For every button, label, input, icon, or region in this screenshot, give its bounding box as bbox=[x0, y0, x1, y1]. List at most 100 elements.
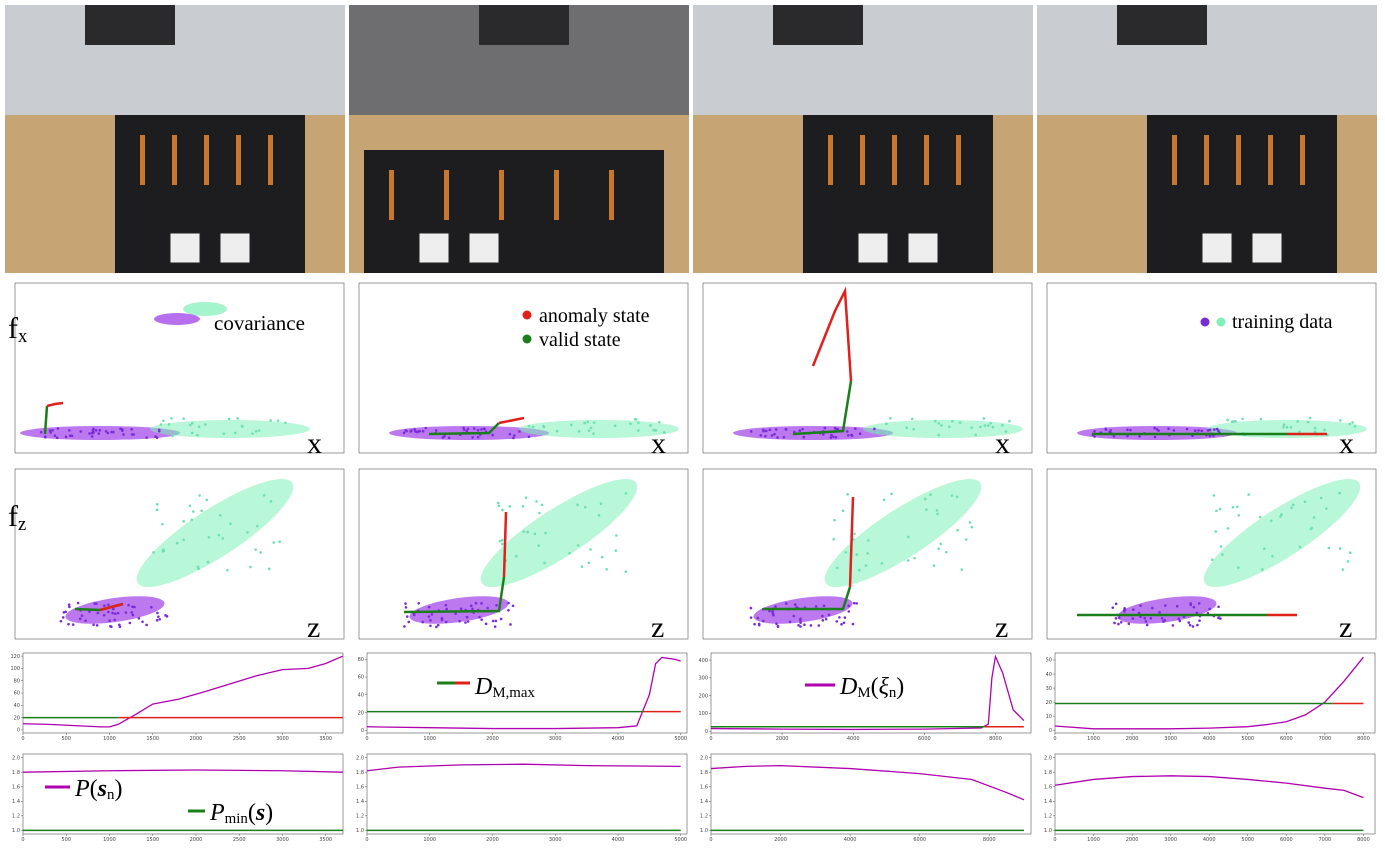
scatter-dot bbox=[1306, 420, 1310, 424]
scatter-dot bbox=[1197, 429, 1200, 432]
photo-gripper bbox=[479, 5, 569, 45]
scatter-dot bbox=[845, 430, 849, 433]
y-tick-label: 1.2 bbox=[12, 814, 20, 820]
scatter-dot bbox=[182, 538, 185, 542]
scatter-dot bbox=[851, 622, 855, 626]
scatter-dot bbox=[615, 534, 618, 537]
axis-letter: z bbox=[651, 611, 664, 644]
scatter-dot bbox=[589, 426, 593, 430]
trajectory-anomaly bbox=[811, 286, 853, 382]
scatter-dot bbox=[749, 606, 753, 610]
scatter-dot bbox=[530, 430, 533, 434]
scatter-dot bbox=[537, 544, 540, 547]
scatter-dot bbox=[1145, 623, 1149, 627]
plot-frame bbox=[22, 652, 344, 734]
photo-marker bbox=[219, 232, 251, 264]
scatter-dot bbox=[491, 619, 495, 623]
legend-swatch bbox=[183, 302, 227, 316]
scatter-dot bbox=[415, 430, 419, 434]
scatter-dot bbox=[775, 622, 778, 626]
scatter-dot bbox=[970, 426, 973, 429]
scatter-dot bbox=[512, 436, 515, 440]
scatter-dot bbox=[256, 524, 259, 528]
scatter-dot bbox=[833, 518, 836, 522]
scatter-dot bbox=[844, 551, 848, 554]
scatter-dot bbox=[102, 613, 106, 617]
scatter-dot bbox=[1292, 503, 1295, 507]
scatter-dot bbox=[637, 421, 640, 424]
scatter-dot bbox=[1219, 617, 1222, 620]
math-part: f bbox=[8, 312, 18, 345]
scatter-dot bbox=[71, 623, 75, 626]
y-tick-label: 1.2 bbox=[700, 814, 708, 820]
legend-label: P(sn) bbox=[74, 776, 122, 803]
scatter-dot bbox=[486, 606, 489, 610]
scatter-dot bbox=[198, 494, 201, 497]
scatter-dot bbox=[832, 435, 835, 439]
scatter-dot bbox=[1325, 507, 1328, 510]
scatter-dot bbox=[412, 613, 416, 617]
x-tick-label: 0 bbox=[21, 837, 24, 843]
scatter-dot bbox=[95, 624, 99, 627]
x-tick-label: 1500 bbox=[146, 837, 159, 843]
scatter-dot bbox=[511, 604, 515, 608]
scatter-dot bbox=[774, 605, 777, 608]
axis-letter: z bbox=[1339, 611, 1352, 644]
scatter-dot bbox=[76, 601, 80, 605]
scatter-dot bbox=[587, 429, 591, 432]
photo-peg bbox=[172, 135, 177, 185]
scatter-dot bbox=[471, 607, 474, 611]
scatter-dot bbox=[1351, 421, 1354, 424]
scatter-dot bbox=[494, 619, 498, 623]
scatter-dot bbox=[51, 428, 54, 432]
x-tick-label: 4000 bbox=[612, 736, 625, 742]
scatter-dot bbox=[229, 522, 232, 526]
scatter-dot bbox=[788, 620, 792, 624]
y-tick-label: 1.8 bbox=[356, 770, 364, 776]
x-tick-label: 4000 bbox=[612, 837, 625, 843]
y-tick-label: 1.2 bbox=[356, 814, 364, 820]
x-tick-label: 3500 bbox=[319, 837, 332, 843]
scatter-dot bbox=[1004, 430, 1008, 433]
scatter-dot bbox=[80, 614, 84, 617]
scatter-dot bbox=[1303, 500, 1307, 503]
scatter-dot bbox=[176, 430, 179, 434]
scatter-dot bbox=[527, 435, 531, 439]
photo-crate bbox=[1147, 115, 1337, 273]
y-tick-label: 1.4 bbox=[356, 799, 364, 805]
scatter-dot bbox=[522, 530, 526, 533]
scatter-dot bbox=[979, 425, 982, 429]
scatter-dot bbox=[1137, 611, 1141, 615]
photo-gripper bbox=[85, 5, 175, 45]
scatter-dot bbox=[67, 622, 70, 626]
row-label: fz bbox=[8, 500, 26, 535]
x-tick-label: 2000 bbox=[486, 837, 499, 843]
scatter-dot bbox=[1200, 429, 1204, 433]
scatter-dot bbox=[188, 504, 192, 508]
y-tick-label: 1.0 bbox=[1044, 828, 1052, 834]
y-tick-label: 400 bbox=[698, 658, 708, 664]
scatter-dot bbox=[864, 564, 868, 567]
x-tick-label: 3000 bbox=[1164, 736, 1177, 742]
scatter-dot bbox=[753, 622, 756, 626]
scatter-dot bbox=[1327, 546, 1331, 550]
y-tick-label: 2.0 bbox=[356, 755, 364, 761]
scatter-dot bbox=[1217, 429, 1220, 433]
x-tick-label: 3000 bbox=[549, 736, 562, 742]
scatter-dot bbox=[130, 433, 134, 436]
x-tick-label: 2500 bbox=[233, 736, 246, 742]
scatter-dot bbox=[1313, 430, 1317, 434]
scatter-dot bbox=[802, 435, 806, 439]
photo-marker bbox=[1251, 232, 1283, 264]
legend-swatch bbox=[154, 313, 200, 325]
scatter-dot bbox=[576, 544, 580, 547]
scatter-dot bbox=[175, 541, 179, 545]
scatter-dot bbox=[855, 553, 859, 556]
x-tick-label: 2000 bbox=[190, 736, 203, 742]
scatter-dot bbox=[950, 494, 954, 497]
scatter-dot bbox=[580, 565, 584, 568]
trajectory-anomaly bbox=[46, 401, 64, 408]
row-label: fx bbox=[8, 312, 28, 347]
scatter-dot bbox=[493, 625, 497, 628]
y-tick-label: 50 bbox=[1046, 658, 1052, 664]
